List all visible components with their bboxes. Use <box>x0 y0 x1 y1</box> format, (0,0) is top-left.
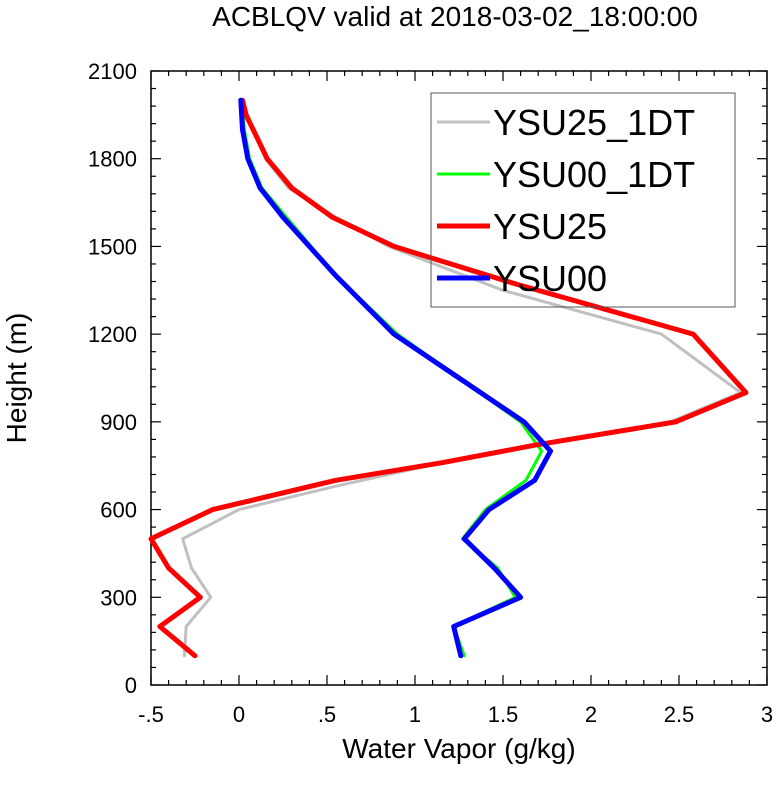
legend-label: YSU25 <box>493 206 607 247</box>
y-tick-label: 300 <box>100 585 137 610</box>
x-axis: -.5 0 .5 1 1.5 2 2.5 3 <box>138 71 773 727</box>
legend-label: YSU00_1DT <box>493 154 695 195</box>
y-tick-label: 900 <box>100 410 137 435</box>
plot-frame <box>150 70 768 686</box>
y-tick-label: 1200 <box>88 322 137 347</box>
y-tick-label: 600 <box>100 498 137 523</box>
series-line-ysu25 <box>148 97 749 659</box>
x-axis-label: Water Vapor (g/kg) <box>342 733 575 764</box>
x-tick-label: 2.5 <box>664 702 695 727</box>
x-tick-label: .5 <box>318 702 336 727</box>
x-tick-label: 1 <box>409 702 421 727</box>
y-tick-label: 0 <box>125 673 137 698</box>
legend-label: YSU25_1DT <box>493 102 695 143</box>
series-lines <box>148 97 749 659</box>
x-tick-label: 0 <box>233 702 245 727</box>
legend-box <box>430 92 736 308</box>
x-tick-label: 3 <box>761 702 773 727</box>
x-tick-label: 2 <box>585 702 597 727</box>
y-tick-label: 1500 <box>88 234 137 259</box>
legend: YSU25_1DT YSU00_1DT YSU25 YSU00 <box>430 92 736 308</box>
legend-label: YSU00 <box>493 258 607 299</box>
chart-title: ACBLQV valid at 2018-03-02_18:00:00 <box>212 1 698 32</box>
x-tick-label: 1.5 <box>488 702 519 727</box>
y-tick-label: 2100 <box>88 59 137 84</box>
y-axis-label: Height (m) <box>1 313 32 444</box>
series-line-ysu00 <box>238 97 553 659</box>
plot-area <box>150 70 768 686</box>
x-tick-label: -.5 <box>138 702 164 727</box>
y-tick-label: 1800 <box>88 147 137 172</box>
y-axis: 0 300 600 900 1200 1500 1800 2100 <box>88 59 767 698</box>
